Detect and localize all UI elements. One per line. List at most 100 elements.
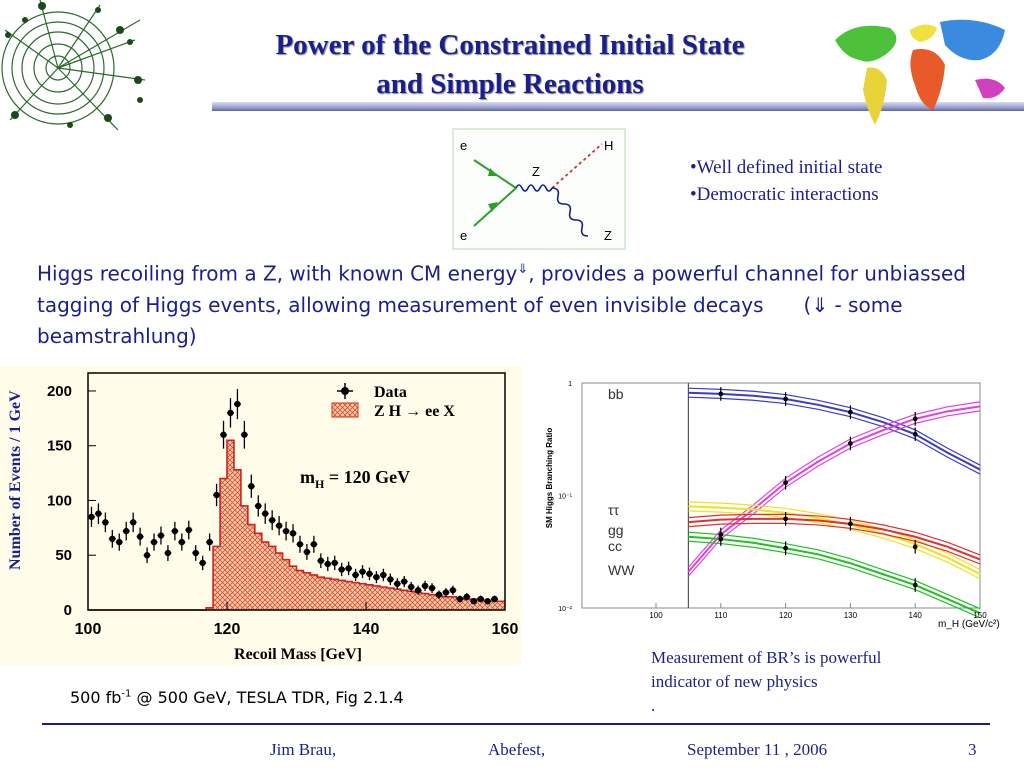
signal-bar bbox=[233, 469, 241, 610]
signal-bar bbox=[345, 581, 353, 610]
recoil-legend: Data Z H → ee X mH = 120 GeV bbox=[300, 383, 455, 491]
data-point bbox=[150, 533, 158, 551]
data-point bbox=[414, 585, 422, 595]
signal-bar bbox=[247, 524, 255, 610]
body-text-2: , provides a powerful channel for unbias… bbox=[37, 261, 966, 317]
label-z-out: Z bbox=[604, 228, 612, 243]
data-point bbox=[449, 585, 457, 595]
recoil-caption: 500 fb-1 @ 500 GeV, TESLA TDR, Fig 2.1.4 bbox=[70, 688, 404, 707]
signal-bar bbox=[268, 546, 276, 610]
data-point bbox=[254, 495, 262, 517]
br-series-lines bbox=[687, 387, 981, 619]
data-point bbox=[345, 561, 353, 576]
data-point bbox=[164, 545, 172, 561]
signal-bar bbox=[289, 566, 297, 610]
br-series-WW bbox=[687, 401, 981, 577]
data-point bbox=[456, 595, 464, 603]
signal-bar bbox=[331, 579, 339, 610]
br-decay-label: gg bbox=[608, 522, 624, 538]
signal-bar bbox=[400, 590, 408, 610]
br-point-cc bbox=[912, 578, 918, 592]
data-point bbox=[477, 595, 485, 603]
data-point bbox=[129, 512, 137, 533]
signal-histogram bbox=[88, 439, 505, 611]
data-point bbox=[220, 420, 227, 449]
signal-bar bbox=[261, 542, 269, 610]
data-point bbox=[435, 590, 443, 599]
signal-bar bbox=[213, 546, 221, 610]
signal-bar bbox=[359, 583, 366, 610]
br-caption-line-2: indicator of new physics bbox=[651, 672, 818, 691]
signal-bar bbox=[407, 591, 415, 610]
body-text-3: ( bbox=[803, 292, 812, 317]
br-point-ww bbox=[912, 412, 918, 426]
data-point bbox=[185, 520, 193, 540]
data-point bbox=[379, 568, 387, 582]
data-point bbox=[268, 510, 276, 531]
title-line-1: Power of the Constrained Initial State bbox=[275, 29, 745, 61]
signal-bar bbox=[449, 596, 457, 610]
data-point bbox=[247, 474, 255, 498]
label-z: Z bbox=[532, 164, 540, 179]
signal-bar bbox=[240, 505, 248, 610]
br-x-tick: 100 bbox=[649, 611, 663, 620]
br-xlabel: m_H (GeV/c²) bbox=[938, 619, 1000, 630]
event-display-logo bbox=[1, 0, 146, 131]
body-symbol-2: ⇓ bbox=[811, 292, 829, 317]
data-point bbox=[470, 598, 478, 605]
br-decay-label: cc bbox=[608, 538, 622, 554]
recoil-y-tick: 0 bbox=[64, 602, 72, 619]
br-point-gg bbox=[783, 512, 788, 526]
data-point bbox=[400, 575, 408, 588]
data-point bbox=[372, 571, 380, 584]
data-point bbox=[101, 512, 109, 533]
signal-bar bbox=[456, 597, 464, 610]
recoil-caption-b: @ 500 GeV, TESLA TDR, Fig 2.1.4 bbox=[131, 688, 404, 707]
signal-bar bbox=[220, 478, 227, 610]
legend-data-label: Data bbox=[374, 384, 407, 401]
br-point-gg bbox=[912, 539, 918, 554]
signal-bar bbox=[275, 553, 283, 610]
data-point bbox=[227, 398, 234, 428]
recoil-x-tick: 160 bbox=[492, 621, 519, 638]
body-paragraph: Higgs recoiling from a Z, with known CM … bbox=[37, 254, 997, 352]
br-point-gg bbox=[848, 517, 853, 531]
recoil-y-tick: 50 bbox=[55, 547, 72, 564]
signal-bar bbox=[379, 587, 387, 610]
signal-bar bbox=[428, 594, 436, 610]
recoil-x-tick: 100 bbox=[75, 621, 102, 638]
label-h: H bbox=[604, 138, 613, 153]
title-rule bbox=[212, 102, 1024, 111]
signal-bar bbox=[393, 589, 401, 610]
br-point-cc bbox=[783, 541, 788, 556]
data-point bbox=[359, 565, 366, 579]
br-decay-label: bb bbox=[608, 386, 624, 402]
br-point-bb bbox=[783, 392, 788, 406]
br-y-tick: 10⁻¹ bbox=[558, 494, 572, 501]
recoil-mass-chart: 100 120 140 160 0 50 100 150 200 Data Z H → ee X… bbox=[0, 365, 522, 665]
legend-signal-label: Z H → ee X bbox=[374, 403, 455, 420]
recoil-xlabel: Recoil Mass [GeV] bbox=[234, 646, 362, 663]
data-point bbox=[352, 568, 360, 582]
data-point bbox=[491, 595, 499, 603]
signal-bar bbox=[477, 600, 485, 610]
br-y-tick: 1 bbox=[568, 381, 572, 388]
legend-signal-marker bbox=[331, 402, 359, 418]
signal-bar bbox=[317, 577, 325, 610]
signal-bar bbox=[227, 440, 234, 610]
br-point-ww bbox=[848, 436, 853, 451]
data-point bbox=[428, 583, 436, 593]
br-caption-line-1: Measurement of BR’s is powerful bbox=[651, 648, 882, 667]
recoil-x-tick: 140 bbox=[353, 621, 380, 638]
data-point bbox=[442, 588, 450, 597]
br-tick-labels: 100 110 120 130 140 150 1 10⁻¹ 10⁻² bbox=[558, 381, 987, 620]
signal-bar bbox=[254, 533, 262, 610]
signal-bar bbox=[324, 578, 332, 610]
br-x-tick: 150 bbox=[973, 611, 987, 620]
feynman-diagram: e e Z H Z bbox=[452, 128, 626, 250]
label-e-bottom: e bbox=[460, 228, 467, 243]
recoil-y-tick: 200 bbox=[47, 383, 72, 400]
signal-bar bbox=[421, 593, 429, 610]
recoil-ylabel: Number of Events / 1 GeV bbox=[7, 390, 24, 570]
